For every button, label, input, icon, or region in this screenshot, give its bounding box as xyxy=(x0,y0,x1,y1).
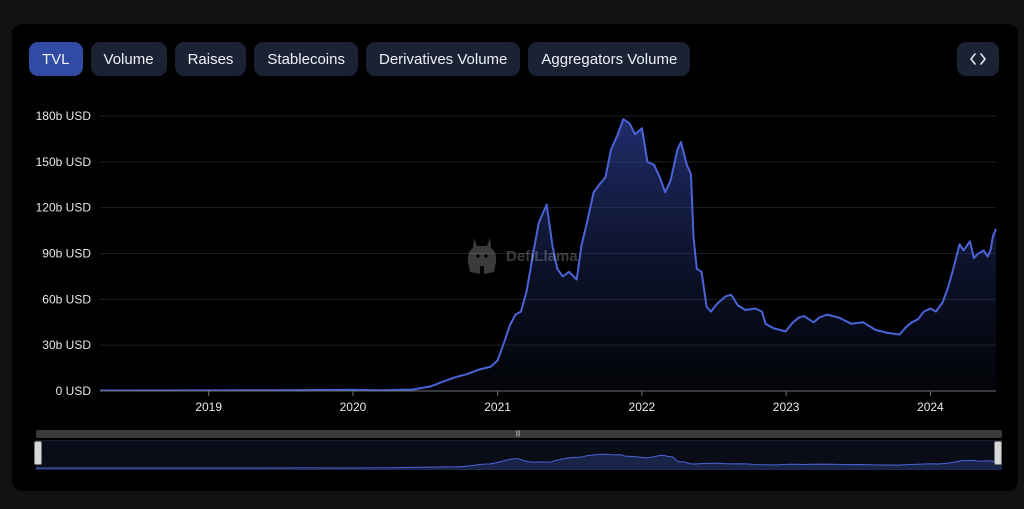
tab-raises[interactable]: Raises xyxy=(174,42,247,76)
x-tick-label: 2019 xyxy=(195,400,222,414)
zoom-slider[interactable]: ||| xyxy=(34,430,1002,470)
slider-handle-right[interactable] xyxy=(994,441,1002,465)
x-tick-label: 2022 xyxy=(629,400,656,414)
x-tick-label: 2020 xyxy=(340,400,367,414)
watermark: DefiLlama xyxy=(464,236,578,276)
code-brackets-icon xyxy=(970,53,986,65)
tab-tvl[interactable]: TVL xyxy=(29,42,83,76)
y-tick-label: 120b USD xyxy=(36,201,92,215)
slider-grip-icon[interactable]: ||| xyxy=(515,431,521,437)
llama-icon xyxy=(467,238,497,274)
x-tick-label: 2023 xyxy=(773,400,800,414)
x-tick-label: 2021 xyxy=(484,400,511,414)
y-tick-label: 180b USD xyxy=(36,109,92,123)
embed-button[interactable] xyxy=(957,42,999,76)
chart-panel: TVL Volume Raises Stablecoins Derivative… xyxy=(12,24,1018,491)
slider-preview xyxy=(36,440,1002,470)
y-tick-label: 90b USD xyxy=(42,247,91,261)
tab-stablecoins[interactable]: Stablecoins xyxy=(254,42,358,76)
tab-derivatives-volume[interactable]: Derivatives Volume xyxy=(365,42,521,76)
mini-area xyxy=(36,454,1002,470)
tab-volume[interactable]: Volume xyxy=(90,42,167,76)
tvl-line xyxy=(99,118,997,392)
watermark-text: DefiLlama xyxy=(506,247,578,265)
y-tick-label: 60b USD xyxy=(42,292,91,306)
tvl-area xyxy=(100,119,996,391)
tvl-chart: 0 USD 30b USD 60b USD 90b USD 120b USD 150b U… xyxy=(36,109,997,414)
y-tick-label: 30b USD xyxy=(42,338,91,352)
tab-aggregators-volume[interactable]: Aggregators Volume xyxy=(528,42,691,76)
chart-tabs: TVL Volume Raises Stablecoins Derivative… xyxy=(29,42,691,76)
slider-handle-left[interactable] xyxy=(34,441,42,465)
y-tick-label: 150b USD xyxy=(36,155,92,169)
y-tick-label: 0 USD xyxy=(56,384,92,398)
x-tick-label: 2024 xyxy=(917,400,944,414)
mini-line xyxy=(36,453,1002,469)
slider-bar[interactable]: ||| xyxy=(36,430,1002,438)
